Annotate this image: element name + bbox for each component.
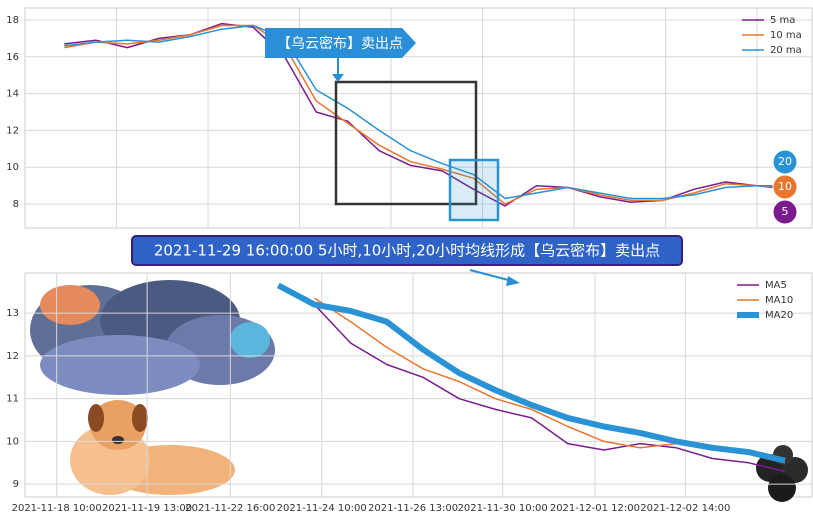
cloud-illustration xyxy=(30,280,275,395)
badge xyxy=(772,149,798,175)
series-line xyxy=(64,24,789,205)
y-tick-label: 10 xyxy=(6,436,19,447)
x-tick-label: 2021-12-01 12:00 xyxy=(550,503,640,514)
y-tick-label: 12 xyxy=(6,125,19,136)
badge xyxy=(772,199,798,225)
callout-label: 【乌云密布】卖出点 xyxy=(277,35,403,52)
x-tick-label: 2021-11-26 13:00 xyxy=(368,503,458,514)
x-tick-label: 2021-11-19 13:00 xyxy=(102,503,192,514)
series-line xyxy=(276,282,786,464)
series-line xyxy=(64,24,789,200)
series-line xyxy=(313,304,786,473)
x-tick-label: 2021-11-24 10:00 xyxy=(277,503,367,514)
y-tick-label: 13 xyxy=(6,308,19,319)
legend-label: MA20 xyxy=(765,310,793,321)
x-tick-label: 2021-11-18 10:00 xyxy=(12,503,102,514)
dog-illustration xyxy=(70,400,235,495)
y-tick-label: 8 xyxy=(13,199,19,210)
y-tick-label: 16 xyxy=(6,52,19,63)
y-tick-label: 12 xyxy=(6,351,19,362)
x-tick-label: 2021-11-22 16:00 xyxy=(185,503,275,514)
badge xyxy=(772,174,798,200)
y-tick-label: 14 xyxy=(6,89,19,100)
y-tick-label: 18 xyxy=(6,15,19,26)
y-tick-label: 9 xyxy=(13,479,19,490)
y-tick-label: 10 xyxy=(6,162,19,173)
badge-label: 10 xyxy=(778,180,792,193)
x-tick-label: 2021-12-02 14:00 xyxy=(640,503,730,514)
banner-pointer-head xyxy=(506,276,520,286)
banner-pointer xyxy=(469,269,513,282)
legend-label: 10 ma xyxy=(770,30,802,41)
top-panel xyxy=(24,7,813,229)
banner xyxy=(131,235,683,266)
signal-box xyxy=(448,158,500,222)
x-tick-label: 2021-11-30 10:00 xyxy=(458,503,548,514)
y-tick-label: 11 xyxy=(6,394,19,405)
banner-title: 2021-11-29 16:00:00 5小时,10小时,20小时均线形成【乌云… xyxy=(154,242,660,260)
pattern-box xyxy=(334,80,478,206)
legend-label: 5 ma xyxy=(770,15,795,26)
legend-label: MA10 xyxy=(765,295,793,306)
callout-pointer-head xyxy=(332,74,344,82)
badge-label: 20 xyxy=(778,155,792,168)
badge-label: 5 xyxy=(782,205,789,218)
callout-arrow xyxy=(265,28,416,58)
decorations xyxy=(25,8,812,502)
legend-label: 20 ma xyxy=(770,45,802,56)
legend-label: MA5 xyxy=(765,280,787,291)
